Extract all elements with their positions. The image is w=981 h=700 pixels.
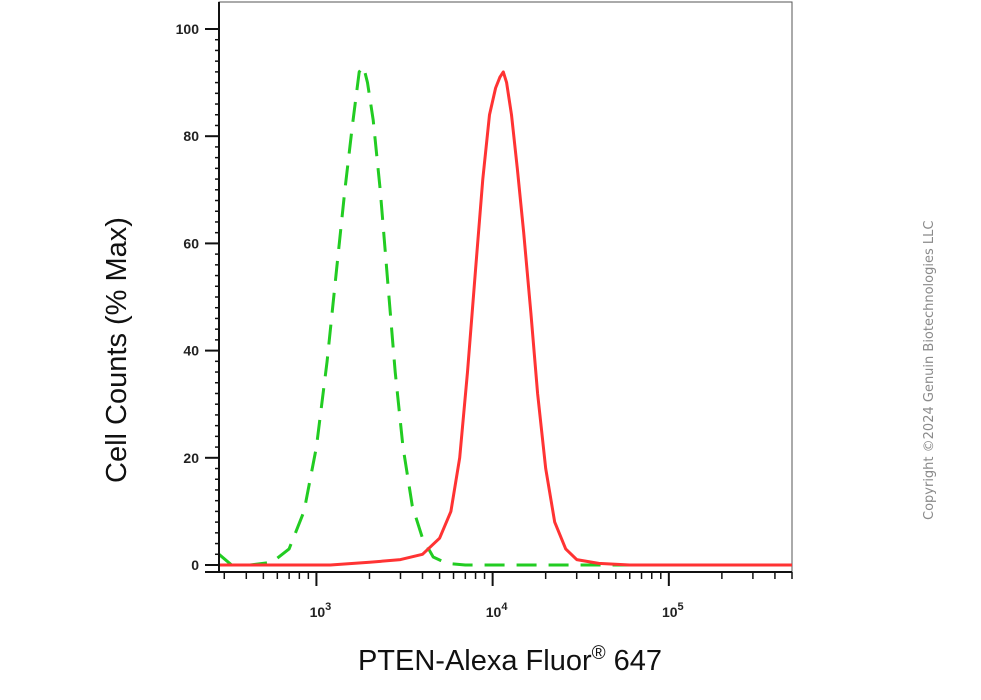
control-series-line <box>218 65 792 567</box>
x-axis: 103 104 105 <box>223 572 793 620</box>
x-axis-title-main: PTEN-Alexa Fluor <box>358 645 592 677</box>
x-axis-title: PTEN-Alexa Fluor® 647 <box>358 643 662 677</box>
y-tick-label: 100 <box>176 21 200 37</box>
y-tick-label: 20 <box>183 450 199 466</box>
plot-frame <box>218 1 793 573</box>
y-tick-label: 60 <box>183 235 199 251</box>
y-tick-label: 80 <box>183 128 199 144</box>
copyright-text: Copyright ©2024 Genuin Biotechnologies L… <box>922 220 937 520</box>
x-axis-title-suffix: 647 <box>606 645 662 677</box>
x-axis-title-sup: ® <box>592 643 606 664</box>
y-tick-label: 40 <box>183 343 199 359</box>
series-layer <box>218 65 792 567</box>
sample-series-line <box>219 70 792 567</box>
y-tick-label: 0 <box>191 557 199 573</box>
x-tick-label: 104 <box>486 601 509 620</box>
x-tick-label: 103 <box>310 601 332 620</box>
y-axis-title: Cell Counts (% Max) <box>101 217 133 483</box>
y-axis: 0 20 40 60 80 100 <box>176 21 219 573</box>
x-tick-label: 105 <box>662 601 684 620</box>
